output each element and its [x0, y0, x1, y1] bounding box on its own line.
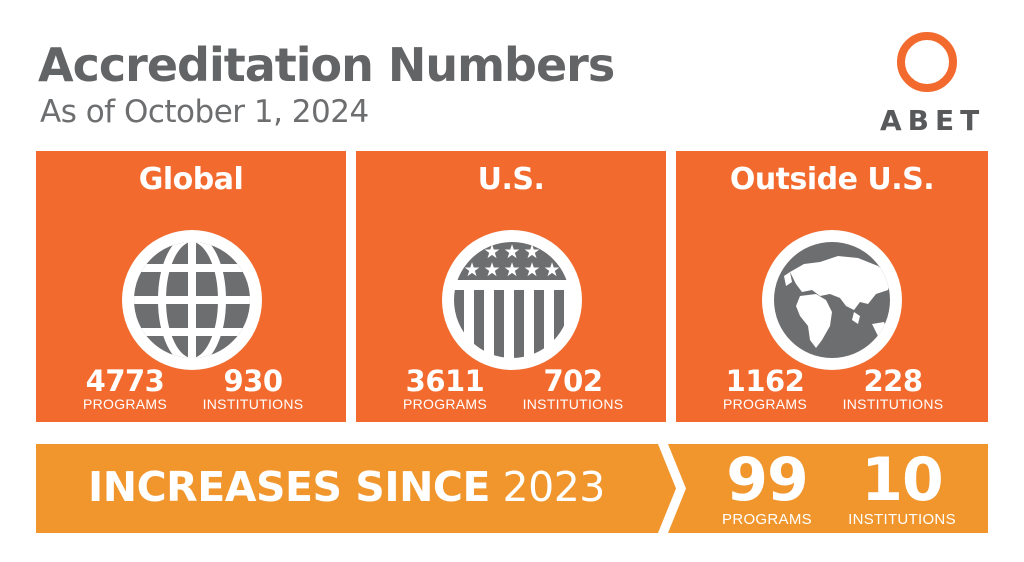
globe-grid-icon — [122, 230, 262, 370]
svg-text:★: ★ — [523, 259, 540, 281]
svg-text:★: ★ — [463, 259, 480, 281]
panel-title: U.S. — [477, 162, 545, 197]
banner-programs-label: PROGRAMS — [722, 511, 812, 528]
chevron-right-icon — [658, 444, 686, 533]
banner-programs-stat: 99 PROGRAMS — [712, 448, 822, 527]
institutions-count: 930 — [223, 364, 283, 398]
programs-label: PROGRAMS — [402, 396, 488, 412]
svg-text:★: ★ — [503, 259, 520, 281]
panel-outside-us: Outside U.S. 1162 PROGRAMS 228 INSTITUTI… — [676, 151, 988, 422]
panel-us: U.S. ★ ★ ★ ★ ★ ★ ★ ★ 3611 PROGRAMS 702 INSTITU… — [356, 151, 666, 422]
institutions-label: INSTITUTIONS — [202, 396, 304, 412]
programs-stat: 1162 PROGRAMS — [716, 365, 814, 411]
page-subtitle: As of October 1, 2024 — [40, 94, 369, 130]
banner-institutions-label: INSTITUTIONS — [848, 511, 956, 528]
banner-heading-year: 2023 — [502, 463, 606, 511]
earth-continents-icon — [762, 230, 902, 370]
programs-count: 3611 — [405, 364, 485, 398]
programs-stat: 3611 PROGRAMS — [396, 365, 494, 411]
programs-stat: 4773 PROGRAMS — [76, 365, 174, 411]
institutions-stat: 702 INSTITUTIONS — [514, 365, 632, 411]
panel-title: Global — [138, 162, 244, 197]
programs-label: PROGRAMS — [82, 396, 168, 412]
institutions-stat: 228 INSTITUTIONS — [834, 365, 952, 411]
increases-banner: INCREASES SINCE 2023 99 PROGRAMS 10 INST… — [36, 444, 988, 533]
banner-institutions-stat: 10 INSTITUTIONS — [838, 448, 966, 527]
institutions-count: 228 — [863, 364, 923, 398]
logo-ring-icon — [897, 32, 957, 92]
institutions-count: 702 — [543, 364, 603, 398]
logo-text: ABET — [880, 104, 986, 137]
abet-logo: ABET — [880, 30, 980, 137]
banner-heading: INCREASES SINCE 2023 — [88, 463, 605, 511]
svg-text:★: ★ — [503, 241, 520, 263]
banner-heading-bold: INCREASES SINCE — [88, 463, 491, 511]
institutions-label: INSTITUTIONS — [522, 396, 624, 412]
programs-count: 1162 — [725, 364, 805, 398]
programs-label: PROGRAMS — [722, 396, 808, 412]
svg-text:★: ★ — [483, 259, 500, 281]
banner-institutions-count: 10 — [861, 445, 944, 515]
panel-title: Outside U.S. — [729, 162, 935, 197]
page-title: Accreditation Numbers — [38, 38, 615, 92]
us-flag-shield-icon: ★ ★ ★ ★ ★ ★ ★ ★ — [442, 230, 582, 370]
banner-programs-count: 99 — [726, 445, 809, 515]
programs-count: 4773 — [85, 364, 165, 398]
panel-global: Global 4773 PROGRAMS 930 INSTITUTIONS — [36, 151, 346, 422]
institutions-stat: 930 INSTITUTIONS — [194, 365, 312, 411]
institutions-label: INSTITUTIONS — [842, 396, 944, 412]
svg-text:★: ★ — [543, 259, 560, 281]
